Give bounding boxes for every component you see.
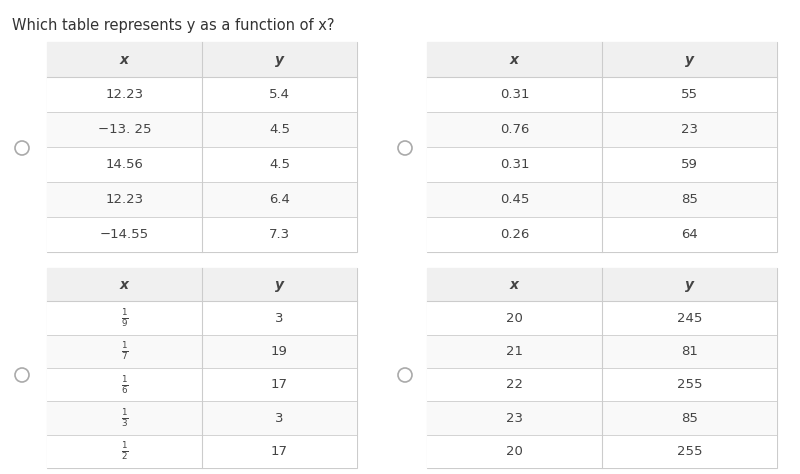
Bar bbox=[427, 368, 777, 401]
Text: 20: 20 bbox=[506, 311, 523, 325]
Bar bbox=[427, 182, 777, 217]
Bar bbox=[47, 401, 357, 435]
Bar bbox=[427, 147, 777, 182]
Text: 20: 20 bbox=[506, 445, 523, 458]
Text: 64: 64 bbox=[681, 228, 698, 241]
Bar bbox=[47, 42, 357, 77]
Text: 7.3: 7.3 bbox=[269, 228, 290, 241]
Bar bbox=[47, 301, 357, 335]
Text: −14.55: −14.55 bbox=[100, 228, 149, 241]
Text: 5.4: 5.4 bbox=[269, 88, 290, 101]
Bar bbox=[47, 368, 357, 401]
Text: 23: 23 bbox=[681, 123, 698, 136]
Text: 17: 17 bbox=[271, 445, 288, 458]
Text: 0.31: 0.31 bbox=[500, 158, 530, 171]
Text: x: x bbox=[510, 53, 519, 66]
Text: x: x bbox=[120, 53, 129, 66]
Text: $\frac{1}{9}$: $\frac{1}{9}$ bbox=[121, 307, 128, 329]
Text: 0.26: 0.26 bbox=[500, 228, 529, 241]
Bar bbox=[47, 182, 357, 217]
Bar bbox=[427, 77, 777, 112]
Text: 4.5: 4.5 bbox=[269, 158, 290, 171]
Text: 255: 255 bbox=[677, 378, 702, 391]
Text: y: y bbox=[275, 278, 284, 292]
Text: $\frac{1}{7}$: $\frac{1}{7}$ bbox=[121, 340, 128, 362]
Text: $\frac{1}{3}$: $\frac{1}{3}$ bbox=[121, 407, 128, 429]
Text: 21: 21 bbox=[506, 345, 523, 358]
Bar bbox=[47, 112, 357, 147]
Text: y: y bbox=[685, 53, 694, 66]
Bar bbox=[47, 268, 357, 301]
Text: 81: 81 bbox=[681, 345, 698, 358]
Text: x: x bbox=[510, 278, 519, 292]
Bar bbox=[47, 147, 357, 182]
Text: 12.23: 12.23 bbox=[106, 88, 143, 101]
Text: y: y bbox=[275, 53, 284, 66]
Bar bbox=[427, 42, 777, 252]
Bar bbox=[427, 112, 777, 147]
Bar bbox=[427, 268, 777, 468]
Text: 59: 59 bbox=[681, 158, 698, 171]
Bar bbox=[427, 435, 777, 468]
Text: 22: 22 bbox=[506, 378, 523, 391]
Text: 3: 3 bbox=[275, 411, 284, 425]
Bar bbox=[47, 77, 357, 112]
Bar bbox=[427, 335, 777, 368]
Text: y: y bbox=[685, 278, 694, 292]
Text: 3: 3 bbox=[275, 311, 284, 325]
Bar bbox=[427, 401, 777, 435]
Text: 23: 23 bbox=[506, 411, 523, 425]
Text: $\frac{1}{6}$: $\frac{1}{6}$ bbox=[121, 374, 128, 396]
Bar bbox=[47, 217, 357, 252]
Bar bbox=[47, 335, 357, 368]
Text: 6.4: 6.4 bbox=[269, 193, 290, 206]
Text: 255: 255 bbox=[677, 445, 702, 458]
Text: $\frac{1}{2}$: $\frac{1}{2}$ bbox=[121, 440, 128, 462]
Bar bbox=[427, 268, 777, 301]
Text: 0.31: 0.31 bbox=[500, 88, 530, 101]
Text: 14.56: 14.56 bbox=[106, 158, 143, 171]
Text: 85: 85 bbox=[681, 193, 698, 206]
Text: 12.23: 12.23 bbox=[106, 193, 143, 206]
Bar bbox=[47, 435, 357, 468]
Bar bbox=[47, 42, 357, 252]
Bar bbox=[427, 217, 777, 252]
Text: 17: 17 bbox=[271, 378, 288, 391]
Text: 85: 85 bbox=[681, 411, 698, 425]
Text: 55: 55 bbox=[681, 88, 698, 101]
Bar bbox=[47, 268, 357, 468]
Text: 0.45: 0.45 bbox=[500, 193, 529, 206]
Bar bbox=[427, 301, 777, 335]
Text: 0.76: 0.76 bbox=[500, 123, 529, 136]
Text: x: x bbox=[120, 278, 129, 292]
Text: Which table represents y as a function of x?: Which table represents y as a function o… bbox=[12, 18, 334, 33]
Bar bbox=[427, 42, 777, 77]
Text: 245: 245 bbox=[677, 311, 702, 325]
Text: 4.5: 4.5 bbox=[269, 123, 290, 136]
Text: −13. 25: −13. 25 bbox=[98, 123, 151, 136]
Text: 19: 19 bbox=[271, 345, 288, 358]
